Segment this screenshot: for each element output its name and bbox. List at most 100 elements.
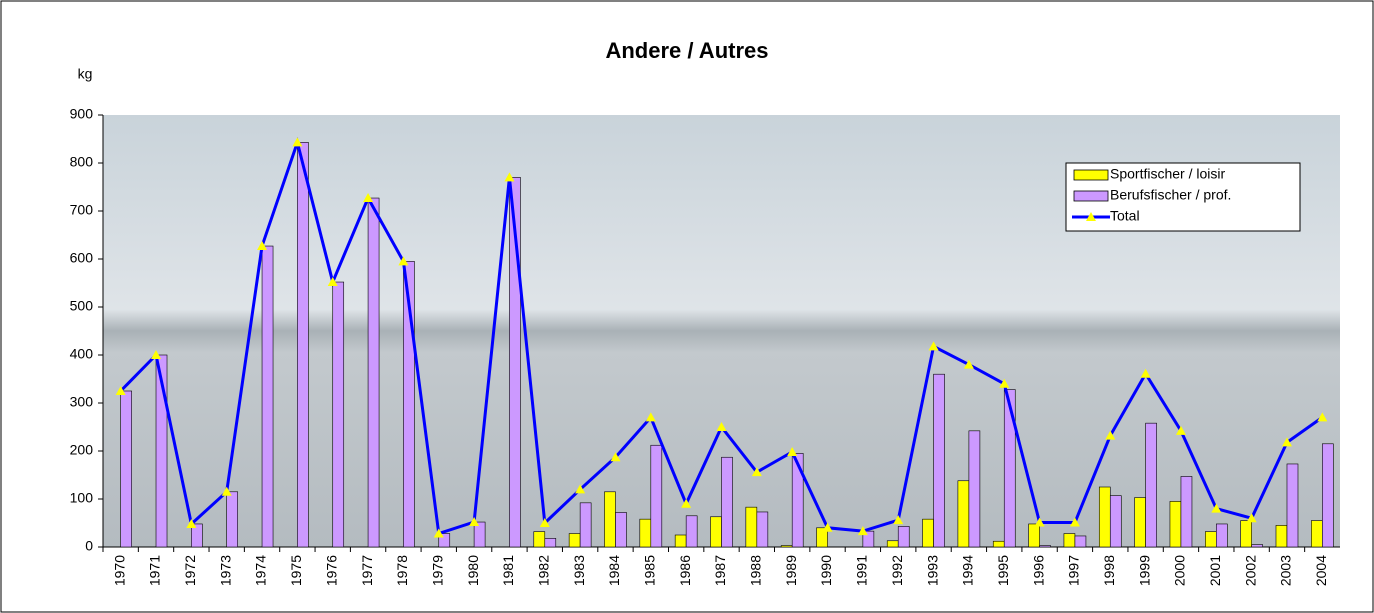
line-marker xyxy=(504,172,515,182)
bar xyxy=(155,354,168,548)
bar xyxy=(1074,535,1087,548)
line-marker xyxy=(1246,513,1257,523)
bar xyxy=(1286,463,1299,548)
bar xyxy=(992,540,1005,548)
x-tick-label: 2003 xyxy=(1278,555,1294,586)
bar xyxy=(1134,497,1146,548)
y-tick-label: 700 xyxy=(70,202,94,218)
x-tick-label: 1988 xyxy=(748,555,764,586)
bar xyxy=(780,545,793,548)
bar xyxy=(568,533,581,548)
line-marker xyxy=(1317,412,1328,422)
bar xyxy=(1109,495,1122,548)
line-marker xyxy=(398,256,409,266)
line-marker xyxy=(469,517,480,527)
bar xyxy=(332,281,345,548)
line-marker xyxy=(115,386,126,395)
line-marker xyxy=(645,412,656,422)
bar xyxy=(297,142,309,548)
bar xyxy=(1205,531,1217,548)
line-marker xyxy=(151,350,162,359)
bar xyxy=(438,533,451,548)
bar xyxy=(1251,544,1263,548)
bar xyxy=(886,540,899,548)
line-marker xyxy=(857,526,868,536)
y-tick-label: 600 xyxy=(70,250,94,266)
x-tick-label: 1992 xyxy=(889,555,905,586)
x-tick-label: 1998 xyxy=(1101,555,1117,586)
legend-marker xyxy=(1086,212,1096,221)
bar xyxy=(922,518,934,548)
y-axis-label: kg xyxy=(78,66,93,82)
bar xyxy=(862,530,875,548)
bar xyxy=(1145,422,1157,548)
line-marker xyxy=(221,486,232,496)
line-marker xyxy=(1281,437,1292,447)
line-marker xyxy=(999,378,1010,388)
bar xyxy=(403,261,415,548)
x-tick-label: 2001 xyxy=(1207,555,1223,586)
bar xyxy=(191,523,203,548)
line-marker xyxy=(433,528,444,538)
x-tick-label: 1976 xyxy=(323,555,339,586)
bar xyxy=(710,516,722,548)
legend-label: Sportfischer / loisir xyxy=(1110,166,1225,182)
bar xyxy=(816,527,828,548)
bar xyxy=(473,521,486,548)
x-tick-label: 1978 xyxy=(394,555,410,586)
bar xyxy=(745,506,758,548)
x-tick-label: 1985 xyxy=(642,555,658,586)
x-tick-label: 1995 xyxy=(995,555,1011,586)
bar xyxy=(579,502,592,548)
line-marker xyxy=(1069,517,1080,527)
bar xyxy=(897,526,910,548)
bar xyxy=(367,197,380,548)
bar xyxy=(544,538,557,548)
bar xyxy=(1063,533,1076,548)
bar xyxy=(933,373,945,548)
bar xyxy=(1039,545,1051,548)
bar xyxy=(1216,523,1228,548)
x-tick-label: 1973 xyxy=(217,555,233,586)
line-marker xyxy=(610,452,621,462)
bar xyxy=(639,518,652,548)
x-tick-label: 1997 xyxy=(1066,555,1082,586)
x-tick-label: 1984 xyxy=(606,555,622,586)
x-tick-label: 2000 xyxy=(1172,555,1188,586)
x-tick-label: 1996 xyxy=(1030,555,1046,586)
bar xyxy=(1180,476,1193,548)
x-tick-label: 1987 xyxy=(712,555,728,586)
line-marker xyxy=(1105,430,1116,440)
x-tick-label: 1986 xyxy=(677,555,693,586)
line-marker xyxy=(1211,503,1222,513)
bar xyxy=(650,444,663,548)
x-tick-label: 1990 xyxy=(818,555,834,586)
line-marker xyxy=(363,193,374,203)
bar xyxy=(533,531,546,548)
x-tick-label: 1980 xyxy=(465,555,481,586)
bar xyxy=(791,453,804,548)
bar xyxy=(509,177,521,548)
x-tick-label: 1999 xyxy=(1136,555,1152,586)
x-tick-label: 1983 xyxy=(571,555,587,586)
bar xyxy=(615,512,627,548)
x-tick-label: 1977 xyxy=(359,555,375,586)
y-tick-label: 300 xyxy=(70,394,94,410)
bar xyxy=(1240,520,1252,548)
y-tick-label: 500 xyxy=(70,298,94,314)
x-tick-label: 1970 xyxy=(111,555,127,586)
line-marker xyxy=(716,422,727,431)
legend-label: Berufsfischer / prof. xyxy=(1110,187,1231,203)
x-tick-label: 2002 xyxy=(1242,555,1258,586)
x-tick-label: 1972 xyxy=(182,555,198,586)
line-marker xyxy=(539,518,550,527)
line-marker xyxy=(292,137,303,147)
y-tick-label: 200 xyxy=(70,442,94,458)
x-tick-label: 1982 xyxy=(535,555,551,586)
line-marker xyxy=(257,241,268,251)
line-marker xyxy=(928,341,939,351)
x-tick-label: 1981 xyxy=(500,555,516,586)
bar xyxy=(1028,523,1040,548)
legend-swatch xyxy=(1073,169,1109,181)
line-marker xyxy=(787,446,798,456)
